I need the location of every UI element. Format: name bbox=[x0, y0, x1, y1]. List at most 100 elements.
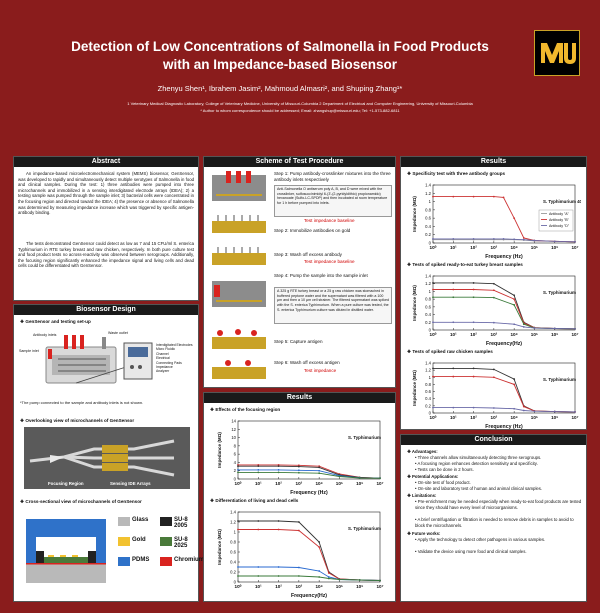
advantages-title: ❖ Advantages: bbox=[407, 449, 438, 454]
y-tick-label: 1 bbox=[429, 375, 432, 380]
data-point bbox=[472, 195, 475, 198]
data-point bbox=[432, 195, 434, 198]
data-point bbox=[492, 195, 495, 198]
y-tick-label: 1 bbox=[234, 530, 237, 535]
data-point bbox=[277, 465, 280, 468]
data-point bbox=[513, 304, 516, 306]
step3-text: Step 3: Wash off excess antibody bbox=[274, 252, 342, 257]
data-point bbox=[257, 566, 260, 568]
pdms-layer bbox=[26, 519, 106, 537]
data-point bbox=[432, 406, 434, 409]
y-tick-label: 0.8 bbox=[425, 207, 431, 212]
y-tick-label: 1.2 bbox=[230, 520, 236, 525]
data-point bbox=[432, 237, 434, 240]
specificity-subheading-text: Specificity test with three antibody gro… bbox=[412, 171, 506, 176]
data-point bbox=[492, 237, 495, 240]
x-tick-label: 10⁶ bbox=[551, 332, 558, 337]
data-point bbox=[257, 471, 260, 474]
legend-swatch-chromium bbox=[160, 557, 172, 566]
y-tick-label: 0.8 bbox=[230, 540, 236, 545]
data-point bbox=[574, 327, 576, 330]
y-tick-label: 1 bbox=[429, 289, 432, 294]
data-point bbox=[492, 407, 495, 409]
advantage-text: Three channels allow simultaneously dete… bbox=[417, 455, 542, 460]
x-axis-label: Frequency (Hz) bbox=[485, 254, 523, 259]
data-point bbox=[277, 520, 280, 522]
y-axis-label: Impedance (MΩ) bbox=[412, 285, 417, 321]
x-axis-label: Frequency(Hz) bbox=[486, 341, 522, 346]
chart-annotation: S. Typhimurium bbox=[543, 290, 576, 295]
data-point bbox=[472, 237, 475, 240]
antibody-inlet-tube-3 bbox=[80, 335, 84, 349]
cross-section-subheading-text: Cross-sectional view of microchannels of… bbox=[25, 499, 142, 504]
waste-outlet-tube bbox=[102, 337, 106, 349]
data-point bbox=[513, 323, 516, 326]
data-point bbox=[327, 572, 330, 574]
legend-label-chromium: Chromium bbox=[174, 557, 204, 563]
test-impedance-text: Test impedance bbox=[304, 368, 337, 373]
series-line bbox=[238, 471, 381, 479]
data-point bbox=[338, 475, 341, 478]
x-axis-label: Frequency(Hz) bbox=[291, 593, 327, 598]
y-tick-label: 0 bbox=[429, 328, 432, 333]
x-tick-label: 10¹ bbox=[450, 415, 457, 420]
chart-focusing-region: 0 2 4 6 8 10 12 14 10⁰ 10¹ 10² 10³ 10⁴ 10⁵ 10⁶ 10⁷ Frequ… bbox=[217, 419, 384, 496]
step6-text: Step 6: Wash off excess antigen bbox=[274, 360, 340, 365]
abstract-paragraph-1: An impedance-based microelectromechanica… bbox=[18, 171, 194, 216]
data-point bbox=[452, 195, 455, 198]
data-point bbox=[452, 296, 455, 299]
data-point bbox=[513, 407, 516, 410]
x-tick-label: 10⁴ bbox=[510, 415, 518, 420]
y-tick-label: 0 bbox=[234, 580, 237, 585]
x-tick-label: 10⁴ bbox=[510, 245, 518, 250]
y-tick-label: 4 bbox=[234, 460, 237, 465]
legend-label: Antibody "D" bbox=[549, 224, 570, 228]
x-tick-label: 10² bbox=[275, 584, 282, 589]
focusing-subheading-text: Effects of the focusing region bbox=[215, 407, 281, 412]
scheme-illustrations bbox=[212, 171, 266, 379]
step5-text: Step 5: Capture antigen bbox=[274, 339, 323, 344]
chart-specificity: 0 0.2 0.4 0.6 0.8 1 1.2 1.4 10⁰ 10¹ 10² 10³ 10⁴ 10⁵ 10… bbox=[412, 183, 581, 260]
application-item: • On-site and laboratory test of human a… bbox=[415, 486, 543, 491]
specificity-subheading: ❖ Specificity test with three antibody g… bbox=[407, 171, 506, 176]
authors: Zhenyu Shen¹, Ibrahem Jasim², Mahmoud Al… bbox=[157, 84, 403, 93]
y-tick-label: 0.6 bbox=[425, 389, 431, 394]
data-point bbox=[297, 471, 300, 474]
antibody-inlet-tube-1 bbox=[64, 335, 68, 349]
legend-label: Antibody "A" bbox=[549, 212, 570, 216]
data-point bbox=[522, 409, 525, 412]
data-point bbox=[379, 477, 381, 480]
y-tick-label: 1.4 bbox=[230, 510, 236, 515]
data-point bbox=[432, 375, 434, 378]
data-point bbox=[257, 575, 260, 577]
abstract-panel: Abstract An impedance-based microelectro… bbox=[13, 156, 199, 301]
y-tick-label: 8 bbox=[234, 443, 237, 448]
y-tick-label: 0.6 bbox=[230, 550, 236, 555]
focusing-region-subheading: ❖ Effects of the focusing region bbox=[210, 407, 281, 412]
x-tick-label: 10⁵ bbox=[531, 245, 538, 250]
x-tick-label: 10² bbox=[470, 245, 477, 250]
instrument-item: Connecting Pads bbox=[156, 360, 182, 365]
advantage-text: Tests can be done in 2 hours. bbox=[417, 467, 474, 472]
x-tick-label: 10⁵ bbox=[531, 415, 538, 420]
x-tick-label: 10⁷ bbox=[571, 415, 578, 420]
y-axis-label: Impedance (MΩ) bbox=[217, 432, 222, 468]
data-point bbox=[522, 326, 525, 328]
y-tick-label: 0.8 bbox=[425, 297, 431, 302]
data-point bbox=[522, 323, 525, 326]
x-tick-label: 10⁶ bbox=[551, 245, 558, 250]
data-point bbox=[533, 410, 536, 413]
data-point bbox=[513, 217, 516, 220]
x-tick-label: 10¹ bbox=[450, 245, 457, 250]
instrument-item: Interdigitated Electrodes bbox=[156, 343, 193, 347]
data-point bbox=[492, 289, 495, 292]
mu-logo-icon bbox=[535, 31, 579, 75]
living-dead-subheading-text: Differentiation of living and dead cells bbox=[215, 498, 299, 503]
step4-note: A 325 g RTE turkey breast or a 25 g raw … bbox=[274, 287, 392, 324]
data-point bbox=[277, 464, 280, 466]
advantage-item: • A focusing region enhances detection s… bbox=[415, 461, 538, 466]
x-tick-label: 10² bbox=[470, 415, 477, 420]
microchannel-overview-figure bbox=[24, 427, 190, 489]
y-axis-label: Impedance (MΩ) bbox=[412, 370, 417, 406]
data-point bbox=[297, 575, 300, 577]
